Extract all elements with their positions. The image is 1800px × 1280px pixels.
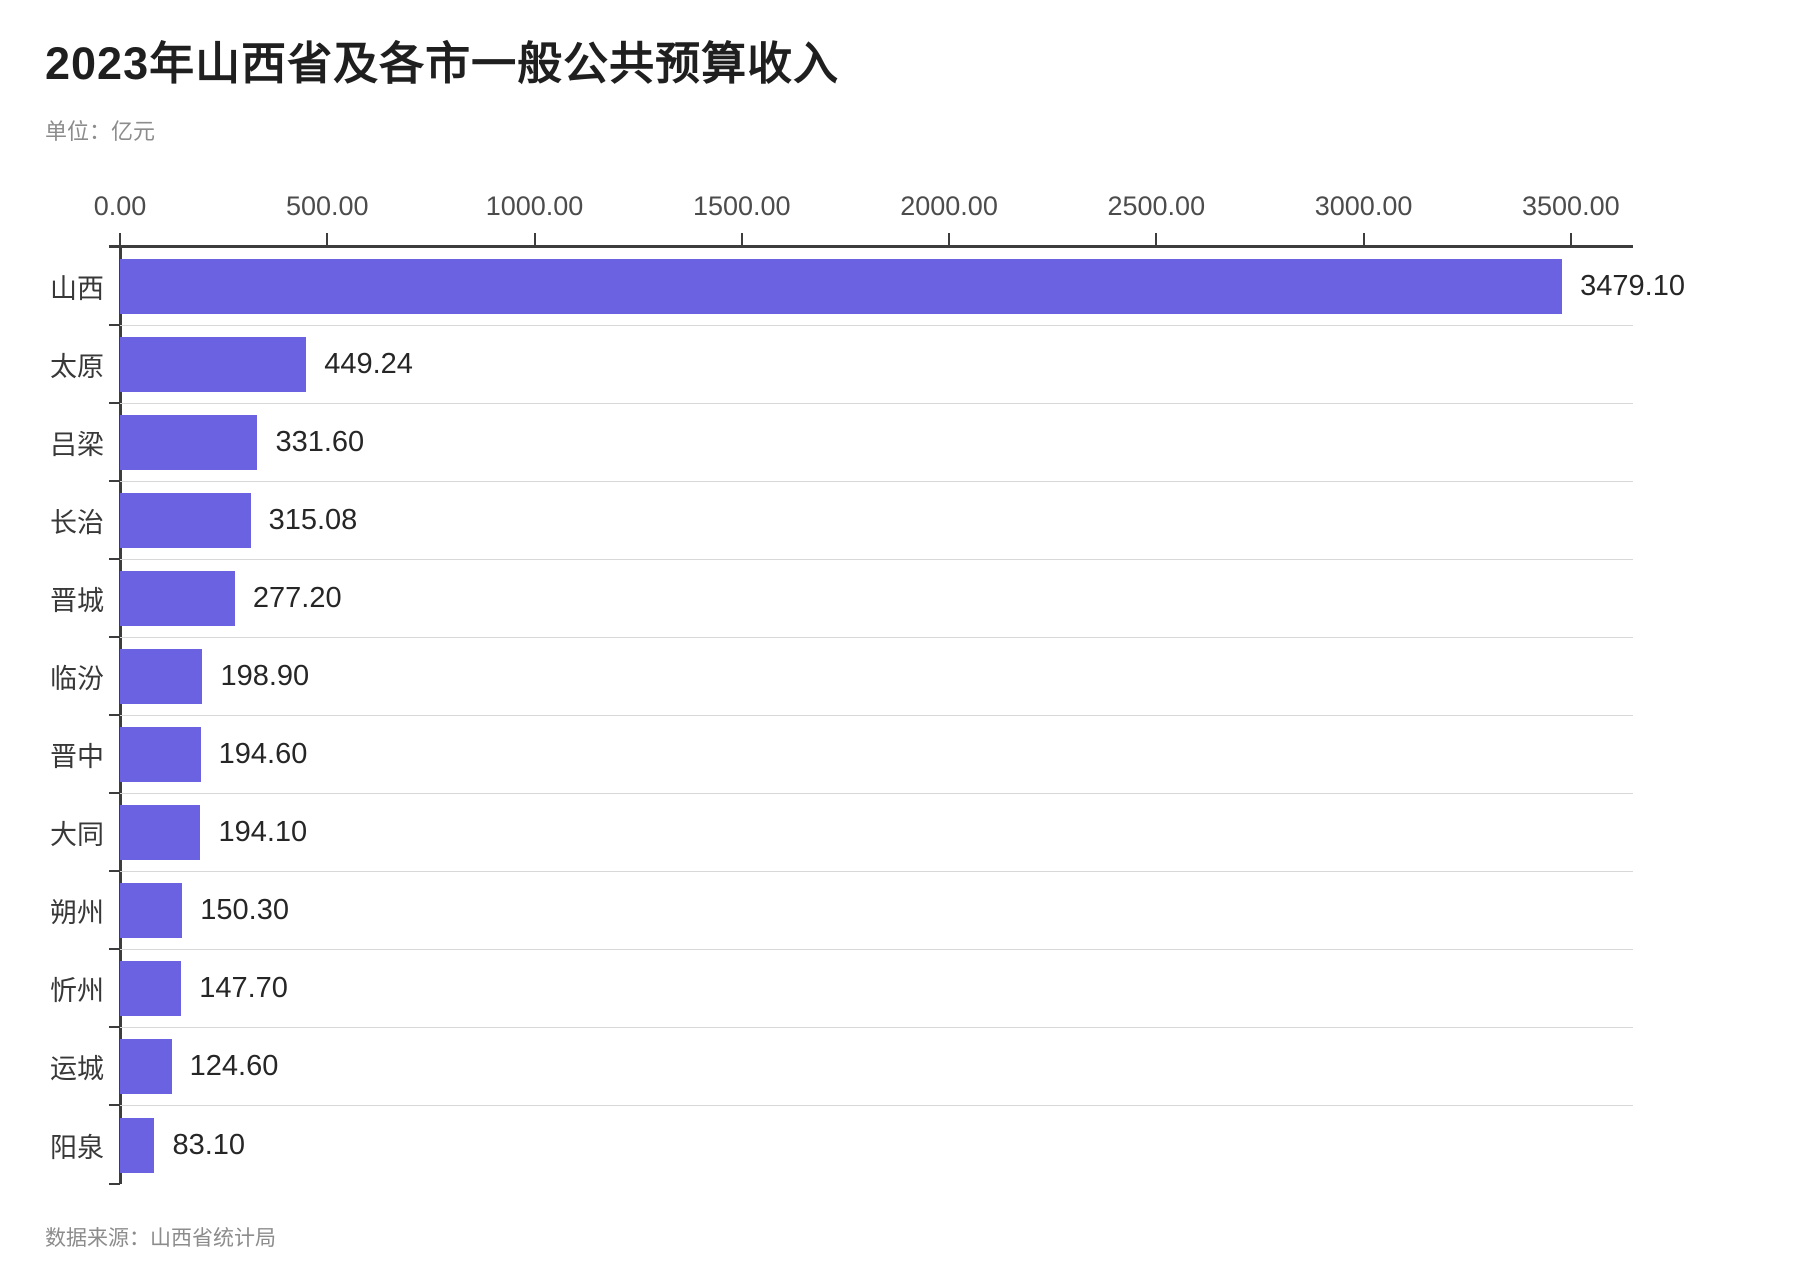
value-label: 147.70: [199, 972, 288, 1005]
x-axis-tick-label: 1000.00: [485, 191, 584, 222]
value-label: 277.20: [252, 582, 342, 615]
chart-row: 朔州 150.30: [50, 872, 1633, 951]
bar: [120, 493, 251, 549]
value-label: 124.60: [189, 1050, 279, 1083]
x-axis: 0.00 500.00 1000.00 1500.00 2000.00 2500.00 30…: [94, 156, 1633, 249]
chart-row: 吕梁 331.60: [50, 404, 1633, 483]
bar: [120, 727, 201, 783]
value-label: 3479.10: [1580, 270, 1685, 303]
category-label: 晋城: [50, 586, 104, 617]
x-axis-tick-label: 1500.00: [692, 191, 791, 222]
value-label: 198.90: [220, 660, 310, 693]
value-label: 194.10: [218, 816, 308, 849]
bar: [120, 415, 258, 471]
x-axis-line: [109, 245, 1633, 249]
bar: [120, 259, 1563, 315]
bar: [120, 571, 235, 627]
category-label: 太原: [50, 352, 104, 383]
x-axis-tick: [1569, 233, 1572, 246]
x-axis-tick: [326, 233, 329, 246]
category-label: 吕梁: [50, 430, 104, 461]
value-label: 150.30: [200, 894, 289, 927]
value-label: 331.60: [275, 426, 365, 459]
unit-label: 单位：亿元: [45, 118, 156, 144]
chart-row: 阳泉 83.10: [50, 1106, 1633, 1186]
data-source: 数据来源：山西省统计局: [45, 1227, 276, 1251]
category-label: 大同: [50, 820, 104, 851]
chart-row: 临汾 198.90: [50, 638, 1633, 717]
bar: [120, 883, 183, 939]
category-label: 阳泉: [50, 1132, 104, 1163]
category-label: 忻州: [50, 976, 104, 1007]
y-axis-line: [119, 248, 122, 1185]
x-axis-tick: [1362, 233, 1365, 246]
category-label: 临汾: [50, 664, 104, 695]
category-label: 晋中: [50, 742, 104, 773]
category-label: 长治: [50, 508, 104, 539]
x-axis-tick: [533, 233, 536, 246]
chart-row: 大同 194.10: [50, 794, 1633, 873]
chart-row: 山西 3479.10: [50, 248, 1685, 327]
x-axis-tick-label: 2500.00: [1107, 191, 1206, 222]
x-axis-tick-label: 3500.00: [1522, 191, 1620, 222]
x-axis-tick: [740, 233, 743, 246]
chart-row: 忻州 147.70: [50, 950, 1633, 1029]
bar: [120, 805, 201, 861]
category-label: 山西: [50, 274, 104, 305]
value-label: 194.60: [218, 738, 308, 771]
chart-row: 运城 124.60: [50, 1028, 1633, 1107]
category-label: 朔州: [50, 898, 104, 929]
value-label: 449.24: [324, 348, 413, 381]
chart-row: 晋城 277.20: [50, 560, 1633, 639]
bar: [120, 1039, 172, 1095]
chart-row: 晋中 194.60: [50, 716, 1633, 795]
bar: [120, 961, 182, 1017]
value-label: 83.10: [172, 1128, 246, 1161]
bar: [120, 1117, 155, 1173]
bar-chart: 0.00 500.00 1000.00 1500.00 2000.00 2500.00 30…: [45, 156, 1755, 1186]
x-axis-tick-label: 2000.00: [900, 191, 998, 222]
x-axis-tick: [119, 233, 121, 246]
x-axis-tick-label: 500.00: [285, 191, 369, 222]
value-label: 315.08: [268, 504, 358, 537]
x-axis-tick: [948, 233, 951, 246]
x-axis-tick-label: 3000.00: [1314, 191, 1413, 222]
bar: [120, 649, 203, 705]
chart-row: 太原 449.24: [50, 326, 1633, 405]
category-label: 运城: [50, 1054, 104, 1085]
chart-row: 长治 315.08: [50, 482, 1633, 561]
chart-rows: 山西 3479.10 太原 449.24 吕梁 331.60 长治 315.08 晋城 277.2…: [50, 248, 1685, 1186]
x-axis-tick: [1155, 233, 1158, 246]
page-title: 2023年山西省及各市一般公共预算收入: [45, 38, 840, 89]
x-axis-tick-label: 0.00: [93, 191, 147, 222]
bar: [120, 337, 307, 393]
